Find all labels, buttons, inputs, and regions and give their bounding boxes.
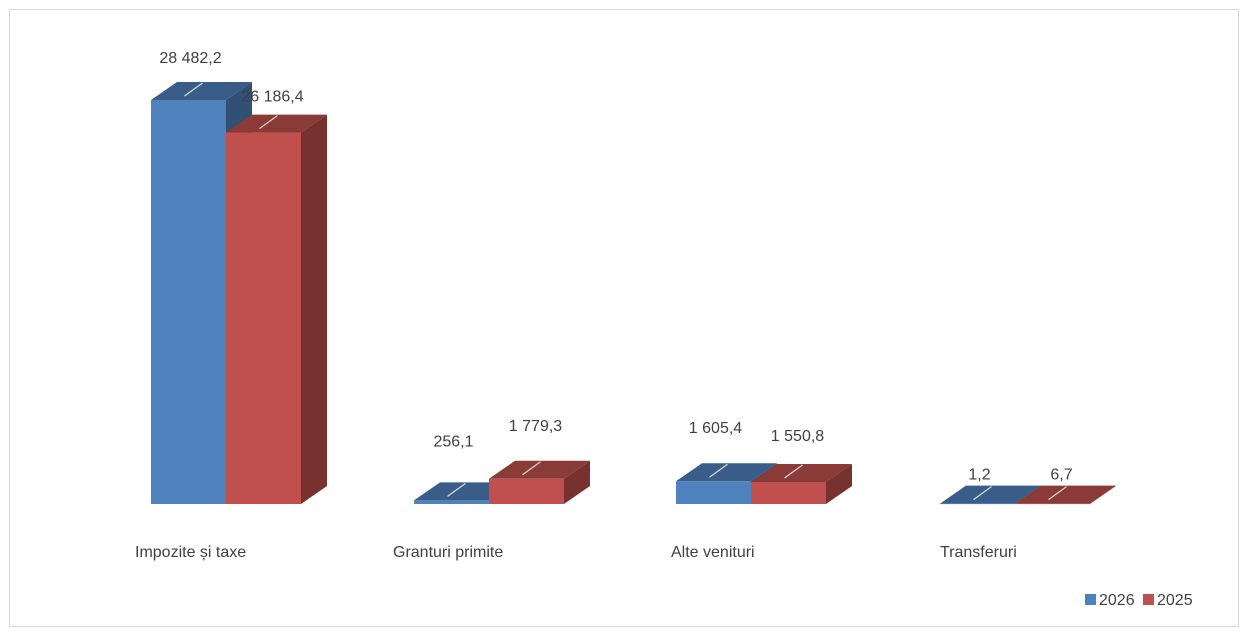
bar-2025-1-front[interactable] [489, 478, 564, 504]
data-label: 1 605,4 [689, 420, 742, 437]
bar-2026-2-front[interactable] [676, 481, 751, 504]
bar-2025-0-top [226, 114, 327, 133]
category-label: Granturi primite [393, 544, 503, 561]
data-label-leader [184, 82, 203, 97]
bar-2026-2-top [676, 463, 777, 482]
data-label: 1 779,3 [509, 418, 562, 435]
bar-2026-3-top [940, 485, 1041, 504]
data-label: 1,2 [968, 467, 990, 484]
category-label: Alte venituri [671, 544, 755, 561]
data-label-leader [447, 482, 466, 497]
bar-2026-1-front[interactable] [414, 500, 489, 504]
bar-2025-3-front[interactable] [1015, 503, 1090, 505]
data-label: 6,7 [1050, 467, 1072, 484]
legend-swatch-2025 [1143, 594, 1154, 605]
data-label-leader [709, 463, 728, 478]
bar-2026-3-front[interactable] [940, 503, 1015, 505]
data-label: 256,1 [433, 433, 473, 450]
bar-2026-0-front[interactable] [151, 100, 226, 504]
legend-label-2026: 2026 [1099, 592, 1135, 609]
data-label-leader [973, 486, 992, 501]
bar-2025-2-front[interactable] [751, 482, 826, 504]
bar-2025-2-top [751, 464, 852, 483]
category-label: Impozite și taxe [135, 544, 246, 561]
data-label: 1 550,8 [771, 428, 824, 445]
bar-2025-0-side [301, 114, 327, 505]
category-label: Transferuri [940, 544, 1017, 561]
bar-2025-3-side [1090, 485, 1116, 504]
data-label: 28 482,2 [159, 50, 221, 67]
bar-2025-1-top [489, 460, 590, 479]
bar-2025-0-front[interactable] [226, 132, 301, 504]
bar-2025-2-side [826, 464, 852, 504]
legend-label-2025: 2025 [1157, 592, 1193, 609]
data-label-leader [259, 115, 278, 130]
bar-2025-3-top [1015, 485, 1116, 504]
data-label-leader [784, 464, 803, 479]
data-label: 26 186,4 [241, 89, 303, 106]
bar-2025-1-side [564, 460, 590, 504]
bar-2026-0-top [151, 82, 252, 100]
data-label-leader [522, 461, 541, 476]
legend-swatch-2026 [1085, 594, 1096, 605]
data-label-leader [1048, 486, 1067, 501]
